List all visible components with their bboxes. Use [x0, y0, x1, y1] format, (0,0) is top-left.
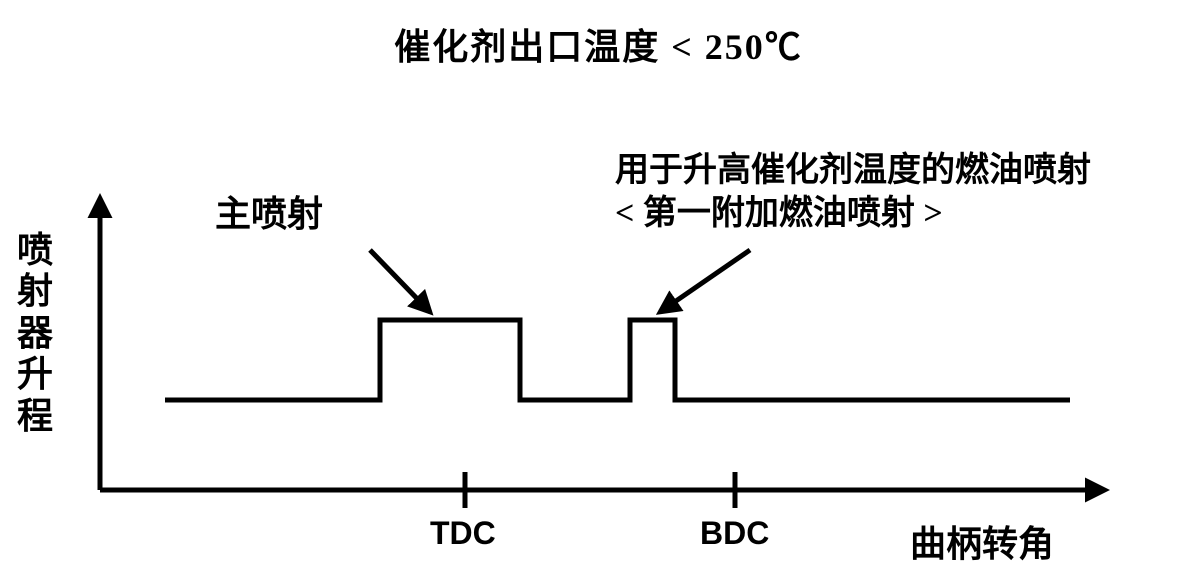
- chart-svg: [70, 150, 1130, 550]
- arrow-main-injection: [370, 250, 430, 312]
- arrow-aux-injection: [660, 250, 750, 312]
- y-axis-label: 喷射器升程: [15, 230, 55, 437]
- chart-area: 主喷射 用于升高催化剂温度的燃油喷射 < 第一附加燃油喷射 > TDC BDC …: [70, 150, 1130, 520]
- injector-lift-waveform: [165, 320, 1070, 400]
- chart-title: 催化剂出口温度 < 250℃: [0, 18, 1197, 70]
